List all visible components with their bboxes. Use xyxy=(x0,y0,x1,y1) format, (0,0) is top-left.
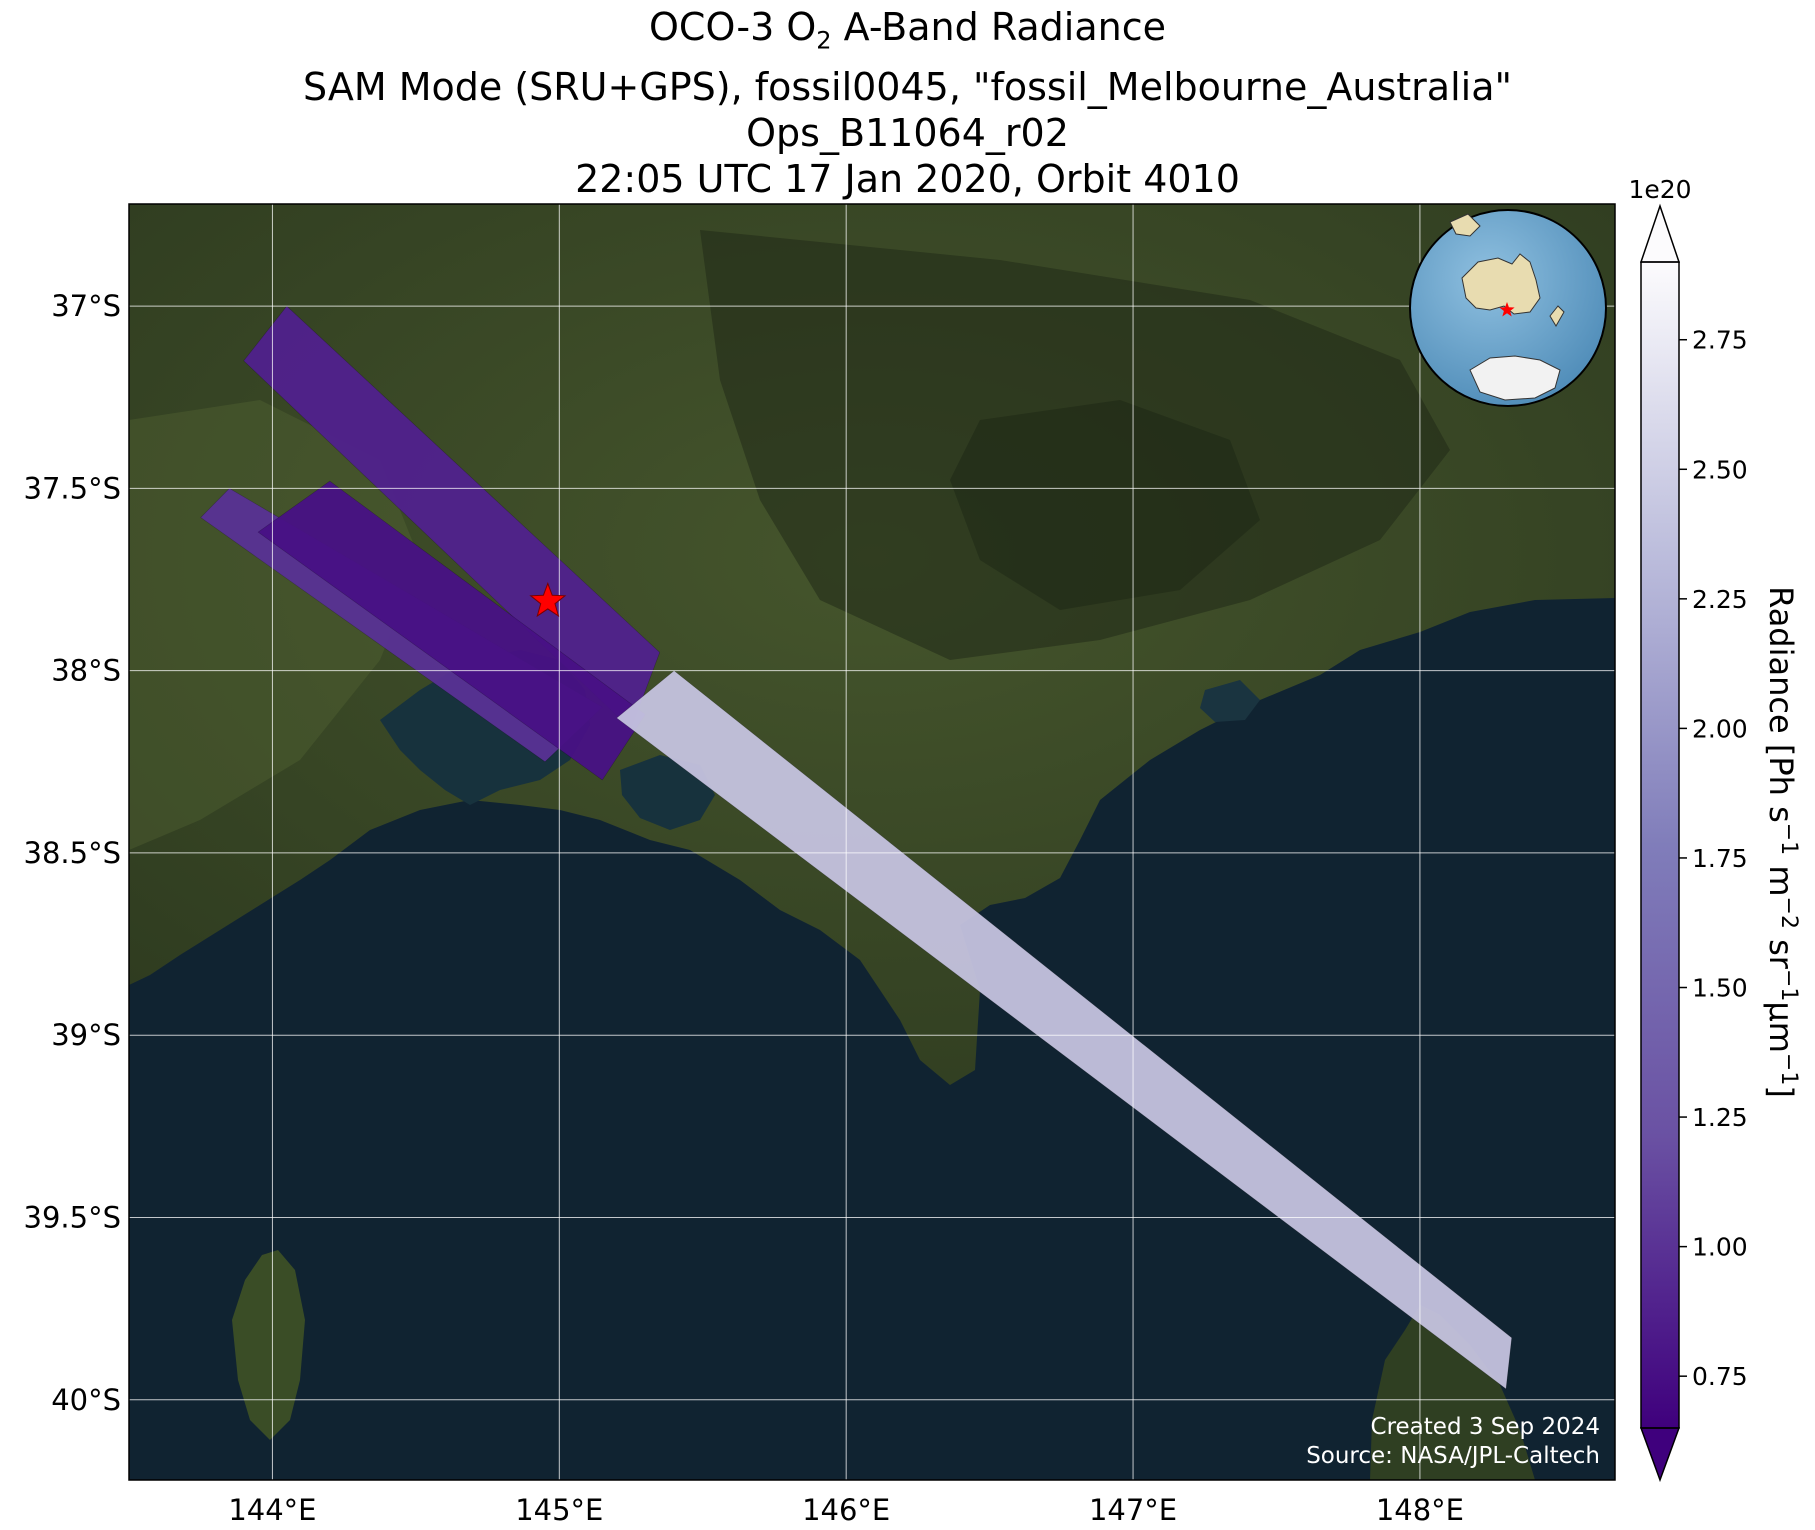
x-axis-ticks: 144°E 145°E 146°E 147°E 148°E xyxy=(228,1493,1464,1527)
title-block: OCO-3 O2 A-Band Radiance SAM Mode (SRU+G… xyxy=(0,4,1815,202)
title-line-3: Ops_B11064_r02 xyxy=(746,110,1069,155)
source-credit: Source: NASA/JPL-Caltech xyxy=(1306,1443,1600,1469)
colorbar-tick-label: 1.25 xyxy=(1692,1103,1748,1132)
swath-4 xyxy=(616,670,1513,1390)
target-marker-layer xyxy=(529,581,567,618)
colorbar-tick-label: 2.00 xyxy=(1692,714,1748,743)
colorbar-tick-label: 2.75 xyxy=(1692,326,1748,355)
globe-asia xyxy=(1449,213,1481,237)
colorbar-tick-label: 2.50 xyxy=(1692,455,1748,484)
x-tick-label: 146°E xyxy=(802,1493,890,1527)
colorbar-tick-label: 0.75 xyxy=(1692,1362,1748,1391)
globe-marker-layer xyxy=(1499,302,1515,317)
map-frame xyxy=(128,203,1616,1481)
colorbar-tick-label: 2.25 xyxy=(1692,585,1748,614)
mountain-shade-2 xyxy=(950,400,1260,610)
colorbar-frame xyxy=(1640,261,1680,1429)
swath-3 xyxy=(257,480,646,781)
y-tick-label: 37°S xyxy=(51,289,121,323)
colorbar-exponent: 1e20 xyxy=(1628,175,1691,204)
tasmania-northeast xyxy=(1370,1305,1535,1480)
colorbar-label: Radiance [Ph s−1 m−2 sr−1μm−1] xyxy=(1762,586,1802,1098)
title-line-2: SAM Mode (SRU+GPS), fossil0045, "fossil_… xyxy=(303,64,1512,109)
y-tick-label: 39°S xyxy=(51,1018,121,1052)
globe-star-icon xyxy=(1499,302,1515,317)
y-tick-label: 38°S xyxy=(51,654,121,688)
gridlines xyxy=(129,204,1615,1480)
colorbar-extend-high xyxy=(1639,203,1681,263)
swath-layer xyxy=(200,305,1513,1390)
x-tick-label: 148°E xyxy=(1376,1493,1464,1527)
colorbar-tick-label: 1.00 xyxy=(1692,1233,1748,1262)
globe-new-zealand xyxy=(1549,305,1565,327)
king-island xyxy=(232,1250,305,1440)
colorbar-gradient xyxy=(1641,262,1679,1428)
gippsland-lake xyxy=(1200,680,1260,722)
y-axis-ticks: 37°S 37.5°S 38°S 38.5°S 39°S 39.5°S 40°S xyxy=(24,289,121,1417)
colorbar-tick-label: 1.75 xyxy=(1692,844,1748,873)
x-tick-label: 147°E xyxy=(1089,1493,1177,1527)
y-tick-label: 37.5°S xyxy=(24,471,121,505)
x-tick-label: 144°E xyxy=(228,1493,316,1527)
title-line-1: OCO-3 O2 A-Band Radiance xyxy=(649,5,1166,55)
y-tick-label: 39.5°S xyxy=(24,1201,121,1235)
x-tick-label: 145°E xyxy=(515,1493,603,1527)
globe-antarctica xyxy=(1469,355,1561,401)
globe-australia xyxy=(1461,253,1541,315)
colorbar-extend-low xyxy=(1639,1427,1681,1483)
y-tick-label: 40°S xyxy=(51,1383,121,1417)
created-credit: Created 3 Sep 2024 xyxy=(1371,1414,1600,1440)
colorbar-tick-label: 1.50 xyxy=(1692,974,1748,1003)
title-line-4: 22:05 UTC 17 Jan 2020, Orbit 4010 xyxy=(575,156,1240,201)
colorbar-ticks: 0.75 1.00 1.25 1.50 1.75 2.00 2.25 2.50 2.75 xyxy=(1679,326,1748,1391)
y-tick-label: 38.5°S xyxy=(24,836,121,870)
colorbar: 1e20 xyxy=(1628,175,1692,1483)
target-star-icon xyxy=(529,581,567,618)
